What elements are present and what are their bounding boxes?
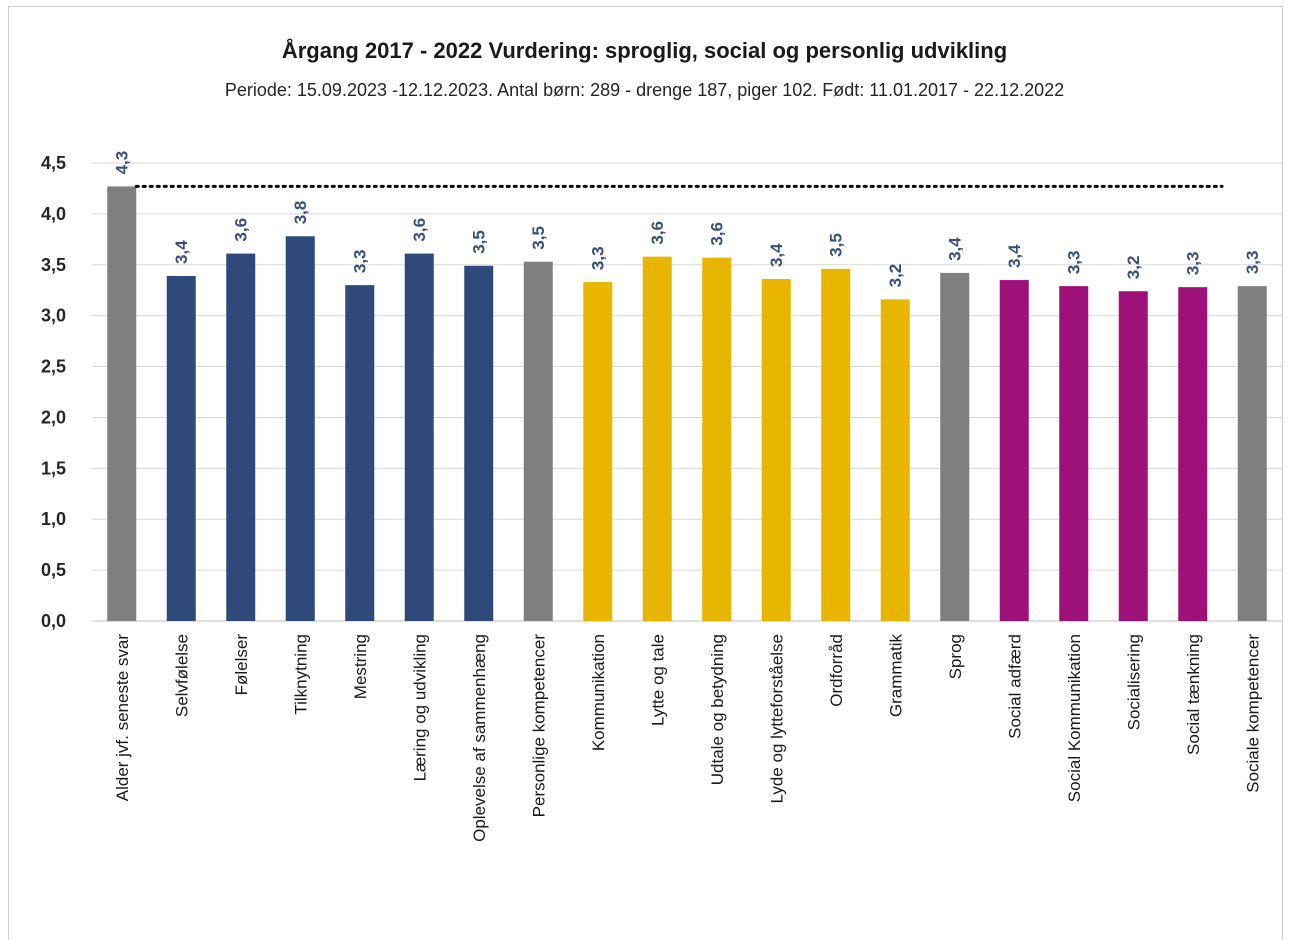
x-tick-label: Kommunikation bbox=[589, 634, 608, 751]
y-tick-label: 4,5 bbox=[41, 153, 66, 173]
bar bbox=[821, 268, 851, 621]
y-tick-label: 3,5 bbox=[41, 255, 66, 275]
x-tick-label: Alder jvf. seneste svar bbox=[113, 634, 132, 802]
chart-subtitle: Periode: 15.09.2023 -12.12.2023. Antal b… bbox=[224, 80, 1065, 100]
data-label: 3,3 bbox=[1243, 251, 1262, 275]
bar bbox=[1178, 287, 1208, 621]
y-tick-label: 2,5 bbox=[41, 357, 66, 377]
x-tick-label: Social Kommunikation bbox=[1065, 634, 1084, 802]
y-tick-label: 1,5 bbox=[41, 458, 66, 478]
bar bbox=[642, 256, 672, 621]
bar bbox=[940, 272, 970, 621]
data-label: 3,8 bbox=[291, 201, 310, 225]
x-tick-label: Socialisering bbox=[1124, 634, 1143, 730]
y-tick-label: 0,5 bbox=[41, 560, 66, 580]
data-label: 3,6 bbox=[410, 218, 429, 242]
x-tick-label: Grammatik bbox=[886, 634, 905, 718]
gridlines bbox=[92, 162, 1282, 622]
x-tick-label: Ordforråd bbox=[827, 634, 846, 707]
data-label: 3,6 bbox=[648, 221, 667, 245]
x-tick-label: Social adfærd bbox=[1005, 634, 1024, 739]
bar bbox=[702, 257, 732, 621]
x-tick-label: Sociale kompetencer bbox=[1243, 634, 1262, 793]
bar bbox=[226, 253, 256, 622]
bar bbox=[1059, 286, 1089, 621]
data-label: 3,4 bbox=[1005, 244, 1024, 268]
y-tick-label: 2,0 bbox=[41, 407, 66, 427]
data-label: 3,5 bbox=[827, 233, 846, 257]
data-label: 3,5 bbox=[529, 226, 548, 250]
data-label: 3,5 bbox=[470, 230, 489, 254]
x-tick-label: Følelser bbox=[232, 634, 251, 696]
x-tick-label: Lytte og tale bbox=[648, 634, 667, 726]
x-tick-label: Personlige kompetencer bbox=[529, 634, 548, 818]
data-label: 4,3 bbox=[113, 151, 132, 175]
bar bbox=[345, 285, 375, 621]
bar bbox=[166, 275, 196, 621]
y-tick-label: 3,0 bbox=[41, 306, 66, 326]
bar bbox=[464, 265, 494, 621]
bar bbox=[1118, 291, 1148, 621]
data-labels: 4,3 3,4 3,6 3,8 3,3 3,6 3,5 3,5 3,3 3,6 3,6 3,4 3,5 3… bbox=[113, 151, 1263, 288]
bar bbox=[285, 236, 315, 621]
x-tick-label: Selvfølelse bbox=[172, 634, 191, 717]
data-label: 3,6 bbox=[232, 218, 251, 242]
x-tick-label: Social tænkning bbox=[1184, 634, 1203, 755]
x-tick-label: Mestring bbox=[351, 634, 370, 699]
chart-title: Årgang 2017 - 2022 Vurdering: sproglig, … bbox=[281, 38, 1008, 63]
bars bbox=[107, 186, 1267, 622]
x-tick-label: Oplevelse af sammenhæng bbox=[470, 634, 489, 842]
x-tick-label: Tilknytning bbox=[291, 634, 310, 715]
data-label: 3,4 bbox=[946, 237, 965, 261]
y-axis-ticks: 0,0 0,5 1,0 1,5 2,0 2,5 3,0 3,5 4,0 4,5 bbox=[41, 153, 66, 631]
data-label: 3,6 bbox=[708, 222, 727, 246]
x-tick-label: Udtale og betydning bbox=[708, 634, 727, 785]
x-tick-label: Læring og udvikling bbox=[410, 634, 429, 781]
bar bbox=[107, 186, 137, 622]
data-label: 3,4 bbox=[172, 240, 191, 264]
data-label: 3,2 bbox=[886, 264, 905, 288]
data-label: 3,2 bbox=[1124, 256, 1143, 280]
y-tick-label: 4,0 bbox=[41, 204, 66, 224]
x-tick-label: Sprog bbox=[946, 634, 965, 679]
data-label: 3,3 bbox=[351, 249, 370, 273]
x-axis-ticks: Alder jvf. seneste svar Selvfølelse Følels… bbox=[113, 634, 1263, 842]
data-label: 3,3 bbox=[1065, 251, 1084, 275]
bar bbox=[999, 280, 1029, 621]
y-tick-label: 0,0 bbox=[41, 611, 66, 631]
bar bbox=[583, 282, 613, 621]
bar bbox=[523, 261, 553, 621]
bar bbox=[1237, 286, 1267, 621]
data-label: 3,3 bbox=[1184, 252, 1203, 276]
x-tick-label: Lyde og lytteforståelse bbox=[767, 634, 786, 803]
bar bbox=[761, 279, 791, 621]
bar bbox=[404, 253, 434, 622]
y-tick-label: 1,0 bbox=[41, 509, 66, 529]
data-label: 3,3 bbox=[589, 246, 608, 270]
data-label: 3,4 bbox=[767, 243, 786, 267]
bar bbox=[880, 299, 910, 621]
